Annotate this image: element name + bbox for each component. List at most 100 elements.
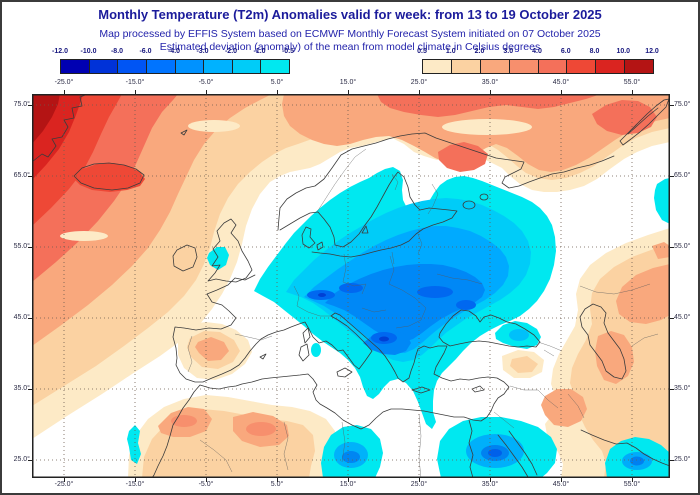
axis-tick-mark (64, 90, 65, 94)
axis-tick-mark (419, 478, 420, 482)
bottom-longitude-label: 15.0° (339, 481, 357, 488)
axis-tick-mark (206, 90, 207, 94)
negative-colorbar-segment-3 (146, 60, 176, 73)
positive-colorbar-tick-label: 2.0 (474, 48, 485, 55)
positive-colorbar-tick-label: 3.0 (503, 48, 514, 55)
positive-colorbar-segment-1 (451, 60, 481, 73)
axis-tick-mark (561, 90, 562, 94)
right-latitude-label: 65.0° (674, 172, 691, 179)
negative-colorbar-segment-5 (204, 60, 233, 73)
axis-tick-mark (135, 90, 136, 94)
axis-tick-mark (28, 318, 32, 319)
right-latitude-label: 55.0° (674, 243, 691, 250)
bottom-longitude-label: -25.0° (54, 481, 74, 488)
bottom-longitude-label: -5.0° (198, 481, 214, 488)
axis-tick-mark (670, 318, 674, 319)
negative-colorbar-tick-label: -1.0 (253, 48, 266, 55)
map-title: Monthly Temperature (T2m) Anomalies vali… (98, 7, 602, 22)
bottom-longitude-label: 55.0° (623, 481, 641, 488)
warm-anomaly-field (32, 94, 670, 478)
positive-colorbar-segment-0 (423, 60, 452, 73)
negative-colorbar-tick-label: -3.0 (196, 48, 209, 55)
axis-tick-mark (670, 389, 674, 390)
positive-colorbar-tick-label: 10.0 (616, 48, 631, 55)
positive-colorbar-tick-label: 12.0 (645, 48, 659, 55)
negative-colorbar-tick-label: -4.0 (167, 48, 181, 55)
bottom-longitude-label: 35.0° (481, 481, 499, 488)
axis-tick-mark (206, 478, 207, 482)
axis-tick-mark (632, 90, 633, 94)
map-subtitle-processing: Map processed by EFFIS System based on E… (99, 28, 601, 40)
map-frame (32, 94, 670, 478)
axis-tick-mark (277, 478, 278, 482)
anomaly-map-svg (32, 94, 670, 478)
negative-colorbar-segment-0 (61, 60, 90, 73)
axis-tick-mark (561, 478, 562, 482)
positive-colorbar-segment-2 (480, 60, 510, 73)
axis-tick-mark (348, 478, 349, 482)
axis-tick-mark (28, 247, 32, 248)
axis-tick-mark (490, 478, 491, 482)
left-latitude-label: 55.0° (13, 243, 30, 250)
positive-colorbar-tick-label: 1.0 (445, 48, 456, 55)
top-longitude-label: 35.0° (481, 79, 499, 86)
negative-colorbar-tick-label: -2.0 (224, 48, 238, 55)
positive-colorbar-segment-7 (625, 60, 653, 73)
top-longitude-label: 25.0° (410, 79, 428, 86)
top-longitude-label: -5.0° (198, 79, 214, 86)
top-longitude-label: 5.0° (270, 79, 284, 86)
left-latitude-label: 45.0° (13, 314, 30, 321)
positive-colorbar-tick-label: 0.5 (417, 48, 427, 55)
right-latitude-label: 75.0° (674, 101, 691, 108)
left-latitude-label: 25.0° (13, 456, 30, 463)
axis-tick-mark (670, 105, 674, 106)
positive-colorbar-segment-3 (509, 60, 539, 73)
negative-colorbar-segment-4 (175, 60, 205, 73)
country-borders (187, 148, 659, 478)
top-longitude-label: 45.0° (552, 79, 570, 86)
axis-tick-mark (670, 176, 674, 177)
top-longitude-label: 15.0° (339, 79, 357, 86)
axis-tick-mark (64, 478, 65, 482)
left-latitude-label: 35.0° (13, 385, 30, 392)
positive-colorbar-tick-label: 8.0 (589, 48, 600, 55)
right-latitude-label: 25.0° (674, 456, 691, 463)
positive-colorbar-tick-label: 4.0 (532, 48, 542, 55)
axis-tick-mark (490, 90, 491, 94)
negative-colorbar-tick-label: -0.5 (281, 48, 295, 55)
negative-colorbar-segment-6 (232, 60, 262, 73)
axis-tick-mark (28, 176, 32, 177)
graticule (32, 94, 670, 478)
axis-tick-mark (670, 460, 674, 461)
positive-anomaly-colorbar (422, 59, 654, 74)
negative-colorbar-tick-label: -12.0 (52, 48, 68, 55)
right-latitude-label: 45.0° (674, 314, 691, 321)
negative-colorbar-tick-label: -8.0 (110, 48, 124, 55)
positive-colorbar-segment-6 (596, 60, 626, 73)
top-longitude-label: 55.0° (623, 79, 641, 86)
map-subtitle-units: Estimated deviation (anomaly) of the mea… (159, 41, 541, 53)
axis-tick-mark (135, 478, 136, 482)
axis-tick-mark (632, 478, 633, 482)
axis-tick-mark (28, 105, 32, 106)
negative-colorbar-segment-7 (261, 60, 289, 73)
left-latitude-label: 75.0° (13, 101, 30, 108)
left-latitude-label: 65.0° (13, 172, 30, 179)
negative-colorbar-tick-label: -6.0 (139, 48, 152, 55)
axis-tick-mark (277, 90, 278, 94)
axis-tick-mark (419, 90, 420, 94)
positive-colorbar-segment-4 (538, 60, 568, 73)
map-canvas (32, 94, 670, 478)
bottom-longitude-label: 45.0° (552, 481, 570, 488)
negative-colorbar-segment-2 (118, 60, 147, 73)
right-latitude-label: 35.0° (674, 385, 691, 392)
top-longitude-label: -25.0° (54, 79, 74, 86)
top-longitude-label: -15.0° (125, 79, 145, 86)
bottom-longitude-label: 25.0° (410, 481, 428, 488)
coastlines (32, 94, 670, 478)
axis-tick-mark (28, 460, 32, 461)
negative-colorbar-segment-1 (89, 60, 119, 73)
bottom-longitude-label: 5.0° (270, 481, 284, 488)
bottom-longitude-label: -15.0° (125, 481, 145, 488)
